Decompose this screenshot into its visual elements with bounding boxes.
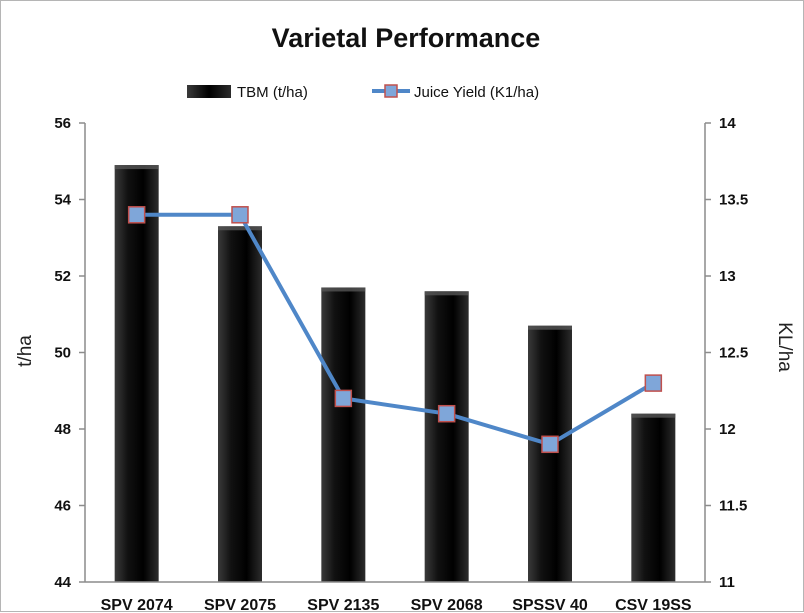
juice-yield-marker-5 [644, 374, 663, 392]
legend-swatch-tbm [187, 85, 231, 98]
legend-marker-juice [384, 84, 398, 98]
bar-0 [114, 165, 159, 582]
plot-area: 44 46 48 50 52 54 56 11 11.5 12 12.5 13 13.5 14 SPV 20… [54, 115, 748, 613]
y-tick-label-0: 44 [54, 574, 71, 591]
bar-cap-1 [218, 226, 262, 231]
y-tick-label-3: 50 [54, 345, 71, 362]
y2-tick-label-5: 13.5 [719, 192, 748, 209]
y2-tick-label-6: 14 [719, 115, 736, 132]
bar-cap-2 [321, 287, 366, 292]
y2-tick-label-0: 11 [719, 574, 735, 591]
x-tick-label-4: SPSSV 40 [512, 597, 588, 613]
y-tick-label-6: 56 [54, 115, 71, 132]
legend-label-juice: Juice Yield (K1/ha) [414, 84, 539, 101]
bar-cap-4 [528, 325, 572, 330]
legend: TBM (t/ha) Juice Yield (K1/ha) [187, 84, 539, 101]
bar-1 [218, 226, 262, 582]
y2-tick-label-1: 11.5 [719, 498, 747, 515]
x-tick-label-0: SPV 2074 [101, 597, 173, 613]
juice-yield-marker-0 [127, 206, 146, 224]
y-tick-label-2: 48 [54, 421, 71, 438]
juice-yield-marker-3 [437, 404, 456, 423]
x-tick-label-2: SPV 2135 [307, 597, 379, 613]
juice-yield-marker-2 [334, 389, 353, 408]
x-tick-label-1: SPV 2075 [204, 597, 276, 613]
x-tick-label-3: SPV 2068 [411, 597, 483, 613]
y2-axis-title: KL/ha [774, 322, 795, 372]
chart-title: Varietal Performance [272, 23, 541, 53]
bar-3 [424, 291, 469, 582]
y2-tick-label-3: 12.5 [719, 345, 748, 362]
y-tick-label-1: 46 [54, 498, 71, 515]
bar-cap-3 [424, 291, 469, 296]
legend-label-tbm: TBM (t/ha) [237, 84, 308, 101]
bar-cap-5 [631, 413, 676, 418]
y2-tick-label-4: 13 [719, 268, 736, 285]
y2-tick-label-2: 12 [719, 421, 736, 438]
bar-cap-0 [114, 165, 159, 170]
juice-yield-line [136, 212, 655, 447]
x-tick-label-5: CSV 19SS [615, 597, 692, 613]
juice-yield-marker-1 [231, 206, 249, 224]
y-axis-title: t/ha [15, 335, 36, 367]
y-tick-label-4: 52 [54, 268, 71, 285]
juice-yield-marker-4 [541, 435, 559, 454]
bar-4 [528, 325, 572, 582]
bar-2 [321, 287, 366, 582]
y-tick-label-5: 54 [54, 192, 71, 209]
bar-5 [631, 413, 676, 582]
